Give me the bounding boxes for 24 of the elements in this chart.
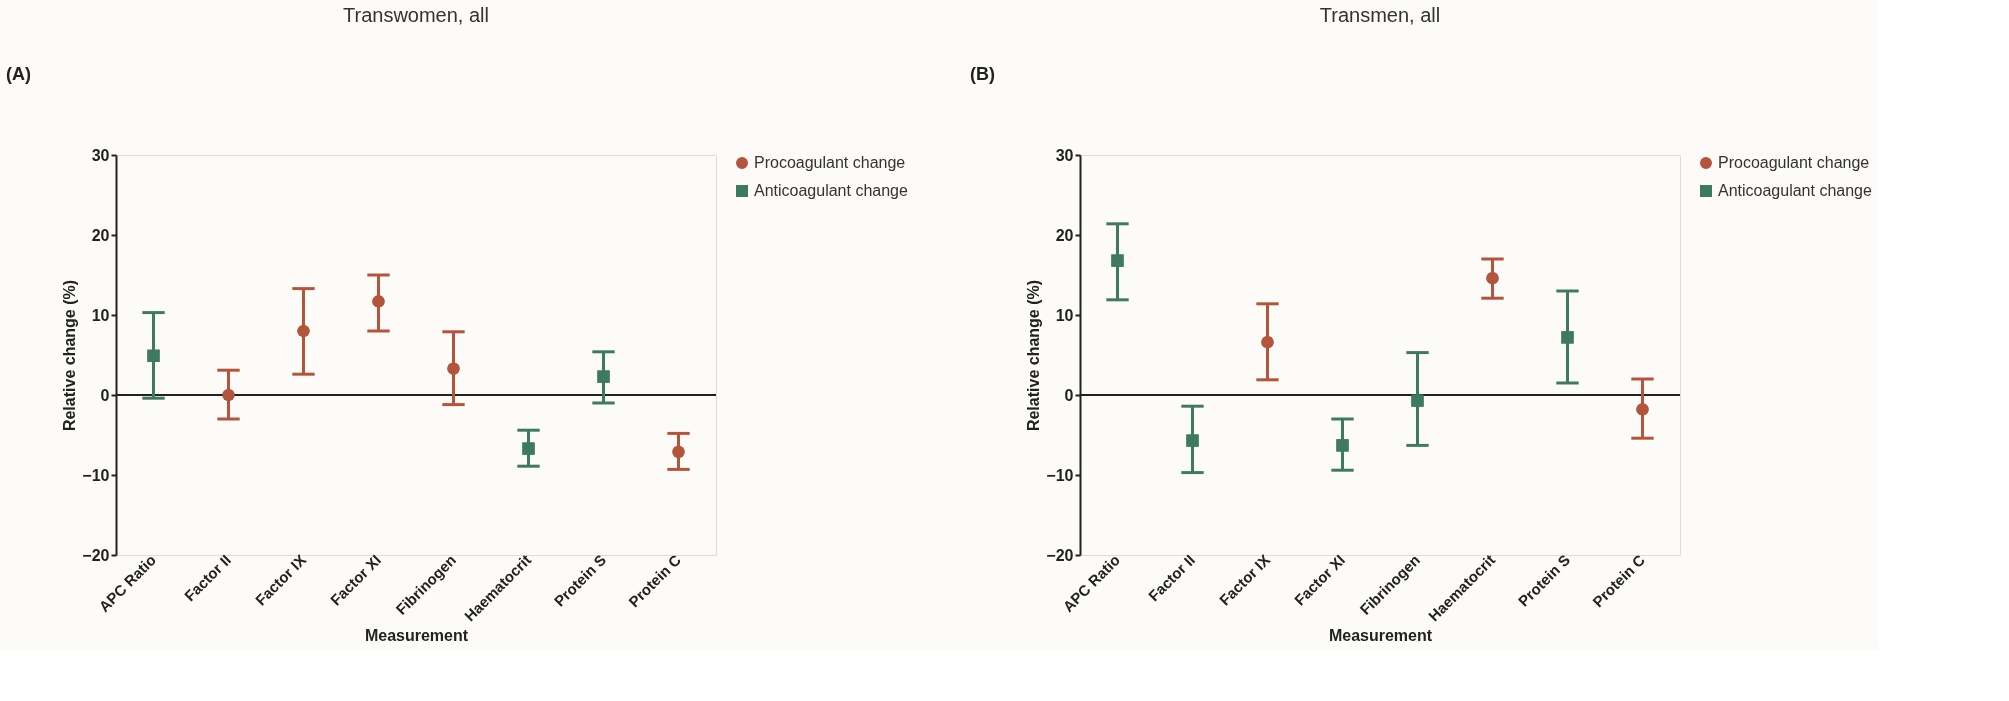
x-axis-title: Measurement bbox=[364, 627, 469, 645]
y-tick-label: −20 bbox=[1046, 546, 1074, 564]
y-tick-label: −20 bbox=[82, 546, 110, 564]
y-tick-label: 30 bbox=[1055, 146, 1074, 164]
text: (A) bbox=[6, 64, 31, 84]
chart-title: Transwomen, all bbox=[343, 4, 489, 26]
y-tick-label: −10 bbox=[1046, 466, 1074, 484]
y-axis-title: Relative change (%) bbox=[61, 279, 79, 432]
y-tick-label: 30 bbox=[91, 146, 110, 164]
legend-label: Procoagulant change bbox=[754, 154, 906, 171]
y-axis-title: Relative change (%) bbox=[1025, 279, 1043, 432]
y-tick-label: −10 bbox=[82, 466, 110, 484]
y-tick-label: 10 bbox=[91, 306, 110, 324]
text: (B) bbox=[970, 64, 995, 84]
legend-label: Procoagulant change bbox=[1718, 154, 1870, 171]
y-tick-label: 20 bbox=[1055, 226, 1074, 244]
legend-label: Anticoagulant change bbox=[754, 182, 908, 199]
y-tick-label: 0 bbox=[100, 386, 110, 404]
x-axis-title: Measurement bbox=[1328, 627, 1433, 645]
y-tick-label: 20 bbox=[91, 226, 110, 244]
y-tick-label: 10 bbox=[1055, 306, 1074, 324]
chart-title: Transmen, all bbox=[1319, 4, 1441, 26]
legend-label: Anticoagulant change bbox=[1718, 182, 1872, 199]
y-tick-label: 0 bbox=[1064, 386, 1074, 404]
